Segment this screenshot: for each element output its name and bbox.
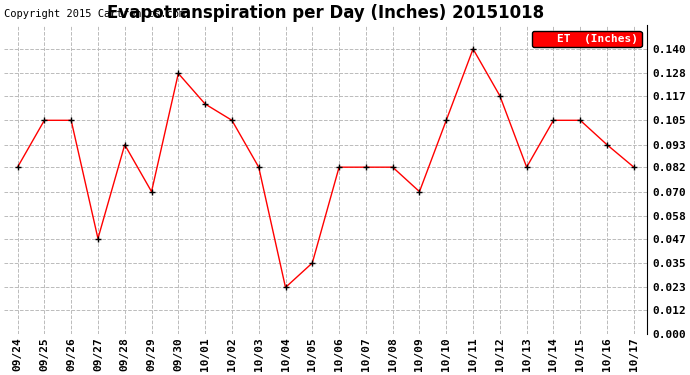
Legend: ET  (Inches): ET (Inches) — [532, 31, 642, 47]
Text: Copyright 2015 Cartronics.com: Copyright 2015 Cartronics.com — [4, 9, 186, 19]
Title: Evapotranspiration per Day (Inches) 20151018: Evapotranspiration per Day (Inches) 2015… — [107, 4, 544, 22]
